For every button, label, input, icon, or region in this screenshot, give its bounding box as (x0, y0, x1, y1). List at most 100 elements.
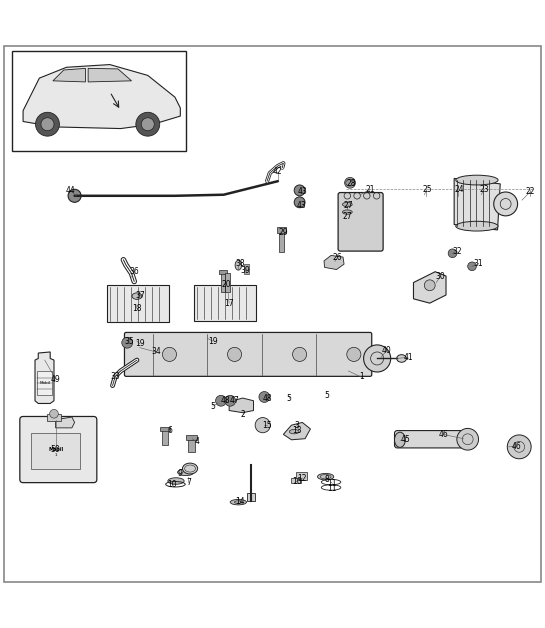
Text: 47: 47 (229, 396, 239, 405)
Circle shape (259, 391, 270, 403)
Bar (160, 427, 170, 431)
Bar (277, 227, 286, 232)
Text: 15: 15 (262, 421, 272, 430)
Bar (279, 230, 284, 252)
Text: 8: 8 (324, 475, 329, 484)
Text: 10: 10 (167, 480, 177, 489)
Bar (162, 430, 168, 445)
Text: 1: 1 (360, 372, 365, 381)
Text: 11: 11 (328, 484, 337, 493)
Text: 49: 49 (51, 374, 60, 384)
Text: 12: 12 (298, 474, 307, 483)
Polygon shape (414, 272, 446, 303)
Ellipse shape (289, 430, 299, 434)
Text: 46: 46 (438, 430, 448, 439)
Circle shape (468, 262, 476, 271)
Text: 43: 43 (298, 188, 307, 197)
Text: 22: 22 (525, 188, 535, 197)
Circle shape (162, 347, 177, 362)
Text: Mobil: Mobil (48, 447, 63, 452)
Ellipse shape (235, 261, 241, 270)
Ellipse shape (168, 478, 184, 484)
Bar (247, 493, 255, 501)
Text: 5: 5 (210, 402, 215, 411)
Text: 33: 33 (111, 372, 120, 381)
Bar (31, 433, 80, 468)
Ellipse shape (395, 432, 405, 447)
FancyBboxPatch shape (338, 193, 383, 251)
FancyBboxPatch shape (124, 332, 372, 376)
Text: 44: 44 (66, 186, 76, 195)
Text: 20: 20 (222, 279, 231, 289)
Text: 34: 34 (151, 347, 161, 357)
Text: 19: 19 (208, 337, 217, 345)
Circle shape (41, 117, 54, 131)
Bar (186, 435, 197, 440)
Text: 13: 13 (292, 426, 302, 435)
Polygon shape (283, 423, 311, 440)
Bar (219, 269, 227, 274)
Polygon shape (53, 68, 86, 82)
FancyBboxPatch shape (395, 431, 465, 448)
Circle shape (216, 396, 226, 406)
Circle shape (344, 177, 355, 188)
Ellipse shape (234, 501, 243, 504)
FancyBboxPatch shape (20, 416, 97, 483)
Bar (47, 414, 61, 421)
Text: 39: 39 (240, 266, 250, 275)
Text: 48: 48 (221, 396, 230, 405)
Text: 4: 4 (194, 437, 199, 446)
Bar (244, 264, 249, 274)
Bar (292, 478, 301, 483)
Circle shape (494, 192, 518, 216)
Circle shape (347, 347, 361, 362)
Text: 18: 18 (132, 304, 142, 313)
Ellipse shape (456, 221, 498, 231)
Circle shape (50, 409, 58, 418)
Text: 28: 28 (347, 180, 356, 188)
Text: 30: 30 (435, 271, 445, 281)
Circle shape (294, 197, 305, 208)
Text: 17: 17 (225, 299, 234, 308)
Text: 43: 43 (296, 201, 306, 210)
Ellipse shape (342, 202, 352, 207)
Circle shape (68, 189, 81, 202)
Text: 36: 36 (129, 267, 139, 276)
Ellipse shape (318, 474, 334, 480)
Text: 19: 19 (135, 339, 144, 349)
Circle shape (255, 418, 270, 433)
Circle shape (457, 428, 479, 450)
Text: 27: 27 (343, 201, 353, 210)
Text: 32: 32 (452, 247, 462, 256)
Text: 14: 14 (235, 497, 245, 506)
Text: 5: 5 (286, 394, 291, 403)
Text: 26: 26 (333, 252, 342, 262)
Circle shape (293, 347, 307, 362)
Text: 35: 35 (124, 337, 134, 345)
Polygon shape (229, 398, 253, 413)
Text: 1: 1 (54, 453, 57, 457)
Text: 24: 24 (455, 185, 464, 194)
Bar (221, 273, 225, 292)
Polygon shape (454, 178, 500, 230)
Polygon shape (88, 68, 131, 82)
Text: 48: 48 (262, 394, 272, 403)
Circle shape (294, 185, 305, 196)
Circle shape (225, 396, 235, 406)
Ellipse shape (397, 355, 407, 362)
Text: 2: 2 (240, 410, 245, 419)
Bar (194, 285, 256, 320)
Polygon shape (324, 256, 344, 269)
Text: 42: 42 (273, 168, 283, 176)
Bar (189, 439, 195, 452)
Text: 50: 50 (51, 445, 60, 454)
Text: 25: 25 (422, 185, 432, 194)
Ellipse shape (230, 499, 246, 505)
Circle shape (507, 435, 531, 459)
Circle shape (425, 280, 435, 291)
Text: 37: 37 (136, 291, 146, 300)
Text: Mobil: Mobil (39, 381, 50, 385)
Text: 3: 3 (294, 421, 299, 430)
Text: 16: 16 (292, 477, 302, 485)
Text: 21: 21 (365, 185, 375, 194)
